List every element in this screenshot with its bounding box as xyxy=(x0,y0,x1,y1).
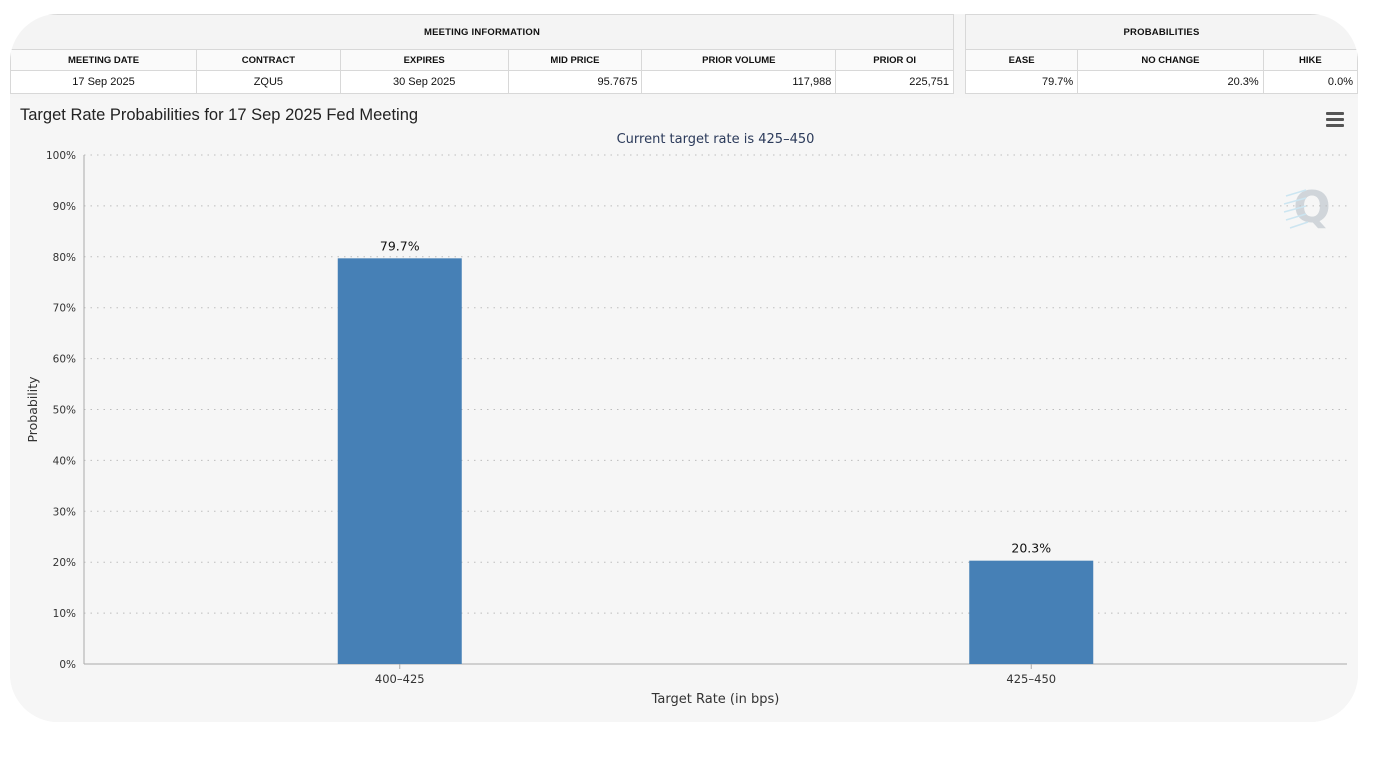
y-tick-label: 60% xyxy=(53,354,76,366)
col-meeting-date: MEETING DATE xyxy=(10,49,197,71)
y-tick-label: 100% xyxy=(46,150,76,162)
cell-ease: 79.7% xyxy=(964,70,1079,94)
cell-prior-volume: 117,988 xyxy=(641,70,837,94)
probabilities-table: PROBABILITIES EASE NO CHANGE HIKE 79.7% … xyxy=(964,14,1358,94)
y-tick-label: 50% xyxy=(53,405,76,417)
x-tick-label: 400–425 xyxy=(375,672,425,686)
col-contract: CONTRACT xyxy=(195,49,341,71)
probabilities-title: PROBABILITIES xyxy=(965,14,1358,50)
col-hike: HIKE xyxy=(1262,49,1358,71)
data-label: 20.3% xyxy=(1011,541,1051,556)
cell-contract: ZQU5 xyxy=(195,70,341,94)
col-prior-oi: PRIOR OI xyxy=(835,49,954,71)
col-prior-volume: PRIOR VOLUME xyxy=(641,49,837,71)
col-mid-price: MID PRICE xyxy=(507,49,643,71)
y-tick-label: 0% xyxy=(59,659,76,671)
x-axis-title: Target Rate (in bps) xyxy=(651,692,780,707)
y-tick-label: 40% xyxy=(53,455,76,467)
data-label: 79.7% xyxy=(380,238,420,253)
cell-mid-price: 95.7675 xyxy=(507,70,643,94)
y-tick-label: 80% xyxy=(53,252,76,264)
x-tick-label: 425–450 xyxy=(1006,672,1056,686)
bar-chart: Q Current target rate is 425–450 0% 10% 20%… xyxy=(25,132,1347,707)
page-frame: MEETING INFORMATION MEETING DATE CONTRAC… xyxy=(10,14,1358,722)
y-tick-label: 30% xyxy=(53,506,76,518)
cell-no-change: 20.3% xyxy=(1077,70,1264,94)
svg-text:Q: Q xyxy=(1293,182,1330,233)
meeting-info-title: MEETING INFORMATION xyxy=(10,14,954,50)
chart-title: Target Rate Probabilities for 17 Sep 202… xyxy=(20,106,419,124)
y-tick-label: 10% xyxy=(53,608,76,620)
meeting-info-table: MEETING INFORMATION MEETING DATE CONTRAC… xyxy=(10,14,954,94)
col-ease: EASE xyxy=(964,49,1079,71)
meeting-row: 17 Sep 2025 ZQU5 30 Sep 2025 95.7675 117… xyxy=(10,70,954,94)
y-tick-label: 70% xyxy=(53,303,76,315)
y-tick-label: 90% xyxy=(53,201,76,213)
cell-prior-oi: 225,751 xyxy=(835,70,954,94)
cell-expires: 30 Sep 2025 xyxy=(339,70,509,94)
probabilities-row: 79.7% 20.3% 0.0% xyxy=(964,70,1358,94)
y-axis-title: Probability xyxy=(25,376,40,443)
cell-meeting-date: 17 Sep 2025 xyxy=(10,70,197,94)
chart-subtitle: Current target rate is 425–450 xyxy=(617,132,815,147)
bar xyxy=(337,258,462,664)
chart-area: Target Rate Probabilities for 17 Sep 202… xyxy=(10,98,1358,722)
hamburger-menu-icon[interactable] xyxy=(1326,112,1344,127)
cell-hike: 0.0% xyxy=(1262,70,1358,94)
y-tick-label: 20% xyxy=(53,557,76,569)
q-logo-watermark-icon: Q xyxy=(1283,182,1331,233)
bar xyxy=(969,560,1094,664)
col-no-change: NO CHANGE xyxy=(1077,49,1264,71)
col-expires: EXPIRES xyxy=(339,49,509,71)
